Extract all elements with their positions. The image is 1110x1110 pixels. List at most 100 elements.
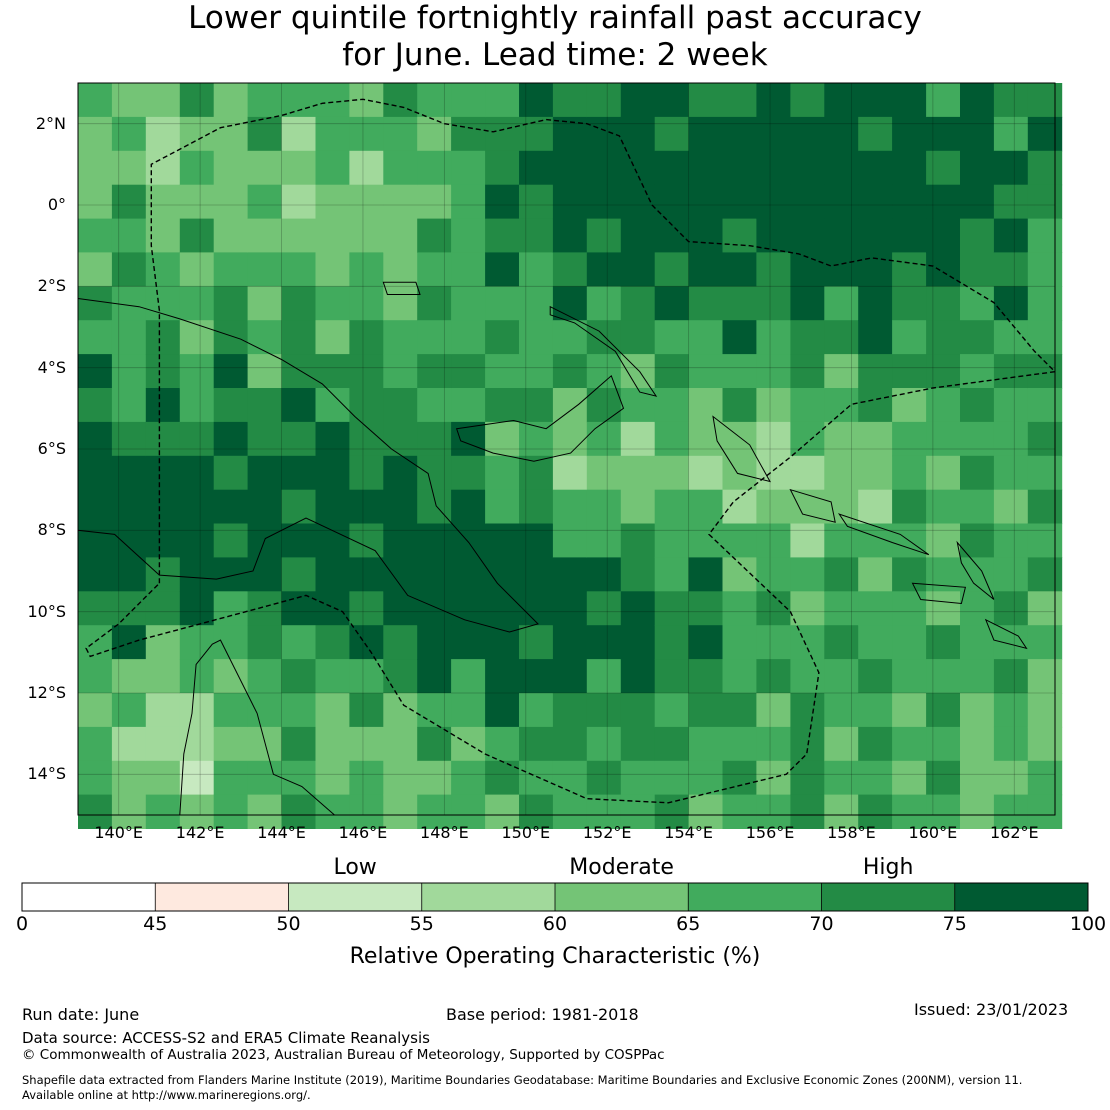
grid-cell <box>688 388 723 423</box>
grid-cell <box>790 252 825 287</box>
grid-cell <box>179 320 215 355</box>
grid-cell <box>213 489 249 525</box>
grid-cell <box>179 625 215 660</box>
grid-cell <box>790 523 825 558</box>
grid-cell <box>1027 625 1063 660</box>
grid-cell <box>111 760 147 796</box>
grid-cell <box>926 320 961 355</box>
grid-cell <box>78 354 113 389</box>
coastline <box>984 618 1028 650</box>
grid-cell <box>485 523 520 558</box>
grid-cell <box>756 320 791 355</box>
grid-cell <box>552 252 588 287</box>
grid-cell <box>892 726 927 762</box>
grid-cell <box>824 388 859 423</box>
grid-cell <box>756 421 791 457</box>
grid-cell <box>519 320 554 355</box>
grid-cell <box>145 286 181 321</box>
grid-cell <box>654 218 690 253</box>
grid-cell <box>485 455 520 491</box>
grid-cell <box>1027 218 1063 253</box>
grid-cell <box>926 523 961 558</box>
grid-cell <box>790 625 825 660</box>
grid-cell <box>417 252 452 287</box>
grid-cell <box>383 388 418 423</box>
grid-cell <box>620 693 656 728</box>
grid-cell <box>247 591 282 626</box>
grid-cell <box>519 455 554 491</box>
accuracy-grid-cells <box>78 83 1063 829</box>
grid-cell <box>926 150 961 186</box>
grid-cell <box>960 659 995 694</box>
grid-cell <box>417 489 452 525</box>
grid-cell <box>281 591 316 626</box>
grid-cell <box>993 659 1029 694</box>
coastline <box>455 374 625 462</box>
grid-cell <box>790 693 825 728</box>
grid-cell <box>790 320 825 355</box>
grid-cell <box>179 286 215 321</box>
grid-cell <box>756 557 791 592</box>
grid-cell <box>1027 286 1063 321</box>
grid-cell <box>790 557 825 592</box>
grid-cell <box>519 388 554 423</box>
grid-cell <box>383 523 418 558</box>
grid-cell <box>552 489 588 525</box>
grid-cell <box>654 693 690 728</box>
grid-cell <box>993 218 1029 253</box>
grid-cell <box>247 286 282 321</box>
grid-cell <box>281 184 316 220</box>
y-tick-label: 0° <box>47 195 66 214</box>
grid-cell <box>1027 421 1063 457</box>
grid-cell <box>960 286 995 321</box>
grid-cell <box>349 693 384 728</box>
grid-cell <box>281 794 316 829</box>
grid-cell <box>111 354 147 389</box>
grid-cell <box>519 218 554 253</box>
grid-cell <box>111 421 147 457</box>
grid-cell <box>552 421 588 457</box>
grid-cell <box>451 659 486 694</box>
grid-cell <box>756 116 791 152</box>
grid-cell <box>485 760 520 796</box>
grid-cell <box>179 421 215 457</box>
grid-cell <box>688 286 723 321</box>
grid-cell <box>78 693 113 728</box>
y-tick-label: 8°S <box>37 520 66 540</box>
grid-cell <box>519 693 554 728</box>
grid-cell <box>315 388 350 423</box>
grid-cell <box>756 489 791 525</box>
grid-cell <box>281 455 316 491</box>
grid-cell <box>586 184 622 220</box>
grid-cell <box>315 659 350 694</box>
grid-cell <box>485 116 520 152</box>
map-title: Lower quintile fortnightly rainfall past… <box>0 0 1110 74</box>
colorbar-category-label: High <box>862 855 914 880</box>
grid-cell <box>892 625 927 660</box>
copyright: © Commonwealth of Australia 2023, Austra… <box>22 1047 665 1063</box>
grid-cell <box>654 388 690 423</box>
grid-cell <box>111 726 147 762</box>
grid-cell <box>451 252 486 287</box>
y-tick-label: 12°S <box>27 683 66 702</box>
grid-cell <box>1027 455 1063 491</box>
grid-cell <box>688 557 723 592</box>
grid-cell <box>315 116 350 152</box>
grid-cell <box>145 252 181 287</box>
grid-cell <box>722 218 757 253</box>
grid-cell <box>417 794 452 829</box>
grid-cell <box>654 83 690 118</box>
grid-cell <box>78 218 113 253</box>
grid-cell <box>281 421 316 457</box>
grid-cell <box>451 388 486 423</box>
grid-cell <box>790 455 825 491</box>
grid-cell <box>519 83 554 118</box>
grid-cell <box>756 150 791 186</box>
grid-cell <box>824 693 859 728</box>
grid-cell <box>1027 184 1063 220</box>
grid-cell <box>247 150 282 186</box>
grid-cell <box>111 659 147 694</box>
grid-cell <box>926 252 961 287</box>
grid-cell <box>315 320 350 355</box>
